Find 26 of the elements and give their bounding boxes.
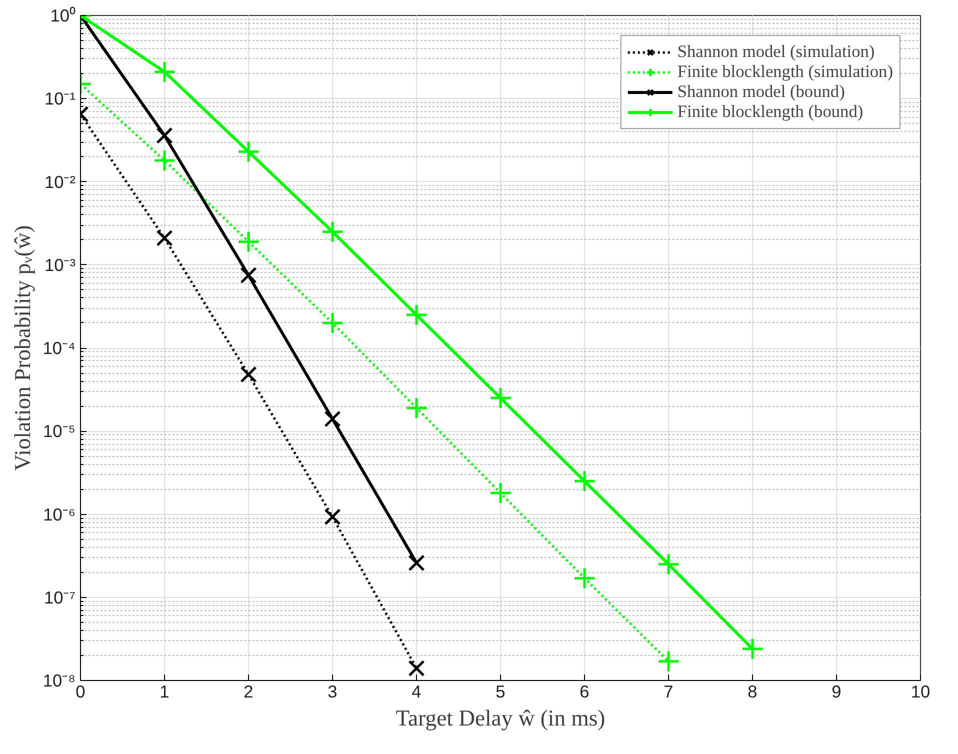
y-tick-label: 10⁻⁷	[44, 587, 76, 608]
x-axis-title: Target Delay ŵ (in ms)	[396, 706, 606, 730]
y-tick-label: 10⁻⁵	[43, 421, 76, 442]
y-tick-label: 10⁻⁴	[42, 338, 76, 358]
y-tick-label: 10⁰	[50, 6, 76, 26]
y-tick-label: 10⁻⁸	[42, 670, 76, 690]
y-tick-label: 10⁻⁶	[43, 504, 76, 524]
x-tick-label: 7	[664, 682, 674, 702]
x-tick-label: 1	[160, 682, 170, 702]
y-tick-label: 10⁻¹	[44, 88, 76, 109]
y-tick-label: 10⁻³	[44, 254, 76, 275]
x-tick-label: 2	[244, 682, 254, 702]
x-tick-label: 5	[496, 682, 506, 702]
x-tick-label: 10	[910, 682, 930, 702]
x-tick-label: 3	[328, 682, 338, 702]
legend-label: Shannon model (bound)	[677, 82, 845, 102]
x-tick-label: 0	[76, 682, 86, 702]
x-tick-label: 9	[832, 682, 842, 702]
x-tick-label: 8	[748, 682, 758, 702]
x-tick-label: 6	[580, 682, 590, 702]
x-tick-label: 4	[412, 682, 422, 702]
y-axis-title: Violation Probability pᵥ(ŵ)	[10, 225, 35, 471]
y-tick-label: 10⁻²	[44, 172, 76, 192]
legend-label: Finite blocklength (simulation)	[677, 62, 893, 82]
legend-label: Finite blocklength (bound)	[677, 102, 864, 122]
legend-label: Shannon model (simulation)	[677, 42, 875, 62]
